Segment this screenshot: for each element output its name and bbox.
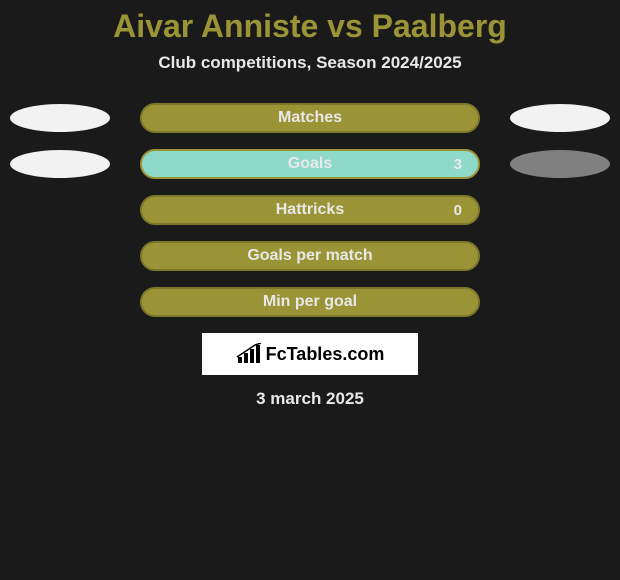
stat-label: Matches	[278, 109, 342, 127]
stat-label: Goals per match	[247, 247, 372, 265]
left-oval	[10, 150, 110, 178]
stat-row: Goals per match	[0, 241, 620, 271]
chart-icon	[236, 343, 262, 365]
stat-label: Min per goal	[263, 293, 357, 311]
logo-text: FcTables.com	[266, 344, 385, 365]
stat-value: 0	[454, 202, 462, 219]
stats-container: Matches Goals 3 Hattricks 0 Goals per match Mi…	[0, 103, 620, 317]
stat-row: Min per goal	[0, 287, 620, 317]
stat-row: Goals 3	[0, 149, 620, 179]
stat-label: Goals	[288, 155, 332, 173]
stat-bar: Min per goal	[140, 287, 480, 317]
date-label: 3 march 2025	[0, 389, 620, 409]
logo-box: FcTables.com	[202, 333, 418, 375]
stat-bar: Goals 3	[140, 149, 480, 179]
main-container: Aivar Anniste vs Paalberg Club competiti…	[0, 0, 620, 580]
stat-row: Matches	[0, 103, 620, 133]
left-oval	[10, 104, 110, 132]
stat-row: Hattricks 0	[0, 195, 620, 225]
subtitle: Club competitions, Season 2024/2025	[0, 53, 620, 73]
page-title: Aivar Anniste vs Paalberg	[0, 8, 620, 45]
stat-bar: Goals per match	[140, 241, 480, 271]
stat-label: Hattricks	[276, 201, 344, 219]
right-oval	[510, 104, 610, 132]
stat-value: 3	[454, 156, 462, 173]
stat-bar: Matches	[140, 103, 480, 133]
right-oval	[510, 150, 610, 178]
stat-bar: Hattricks 0	[140, 195, 480, 225]
